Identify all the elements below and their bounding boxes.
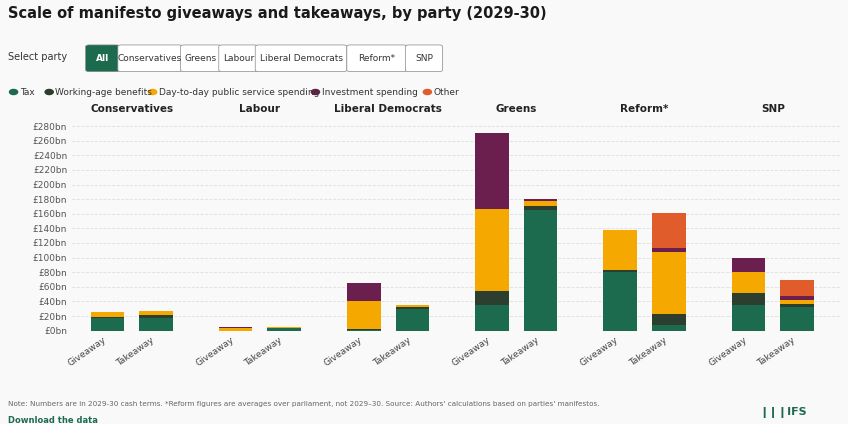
Bar xyxy=(91,318,125,331)
Bar xyxy=(91,312,125,317)
Text: Reform*: Reform* xyxy=(621,104,669,114)
Bar xyxy=(732,258,765,271)
Bar xyxy=(347,330,381,331)
Bar xyxy=(219,327,253,328)
Text: Tax: Tax xyxy=(20,87,35,97)
Text: Conservatives: Conservatives xyxy=(90,104,173,114)
Bar xyxy=(524,206,557,210)
Bar xyxy=(139,315,173,318)
Bar xyxy=(732,271,765,293)
Bar xyxy=(267,328,301,331)
Text: Conservatives: Conservatives xyxy=(118,54,182,63)
Bar xyxy=(604,272,637,331)
Bar xyxy=(396,307,429,309)
Bar xyxy=(652,314,686,325)
Text: Download the data: Download the data xyxy=(8,416,98,424)
Bar xyxy=(604,230,637,270)
Text: Note: Numbers are in 2029-30 cash terms. *Reform figures are averages over parli: Note: Numbers are in 2029-30 cash terms.… xyxy=(8,401,600,407)
Bar xyxy=(652,248,686,252)
Bar xyxy=(780,307,814,331)
Bar xyxy=(139,311,173,315)
Text: Labour: Labour xyxy=(239,104,281,114)
Bar xyxy=(780,304,814,307)
Text: Select party: Select party xyxy=(8,52,68,62)
Text: Investment spending: Investment spending xyxy=(321,87,417,97)
Bar xyxy=(732,293,765,305)
Text: Labour: Labour xyxy=(223,54,254,63)
Text: Greens: Greens xyxy=(185,54,217,63)
Bar xyxy=(524,199,557,201)
Bar xyxy=(475,209,509,290)
Bar xyxy=(780,296,814,300)
Text: SNP: SNP xyxy=(761,104,784,114)
Bar xyxy=(347,301,381,329)
Bar xyxy=(219,328,253,331)
Bar xyxy=(267,327,301,328)
Bar xyxy=(396,305,429,307)
Bar xyxy=(780,300,814,304)
Bar xyxy=(652,252,686,314)
Text: Liberal Democrats: Liberal Democrats xyxy=(334,104,442,114)
Text: Reform*: Reform* xyxy=(359,54,395,63)
Bar xyxy=(604,270,637,272)
Bar xyxy=(475,290,509,305)
Text: Scale of manifesto giveaways and takeaways, by party (2029-30): Scale of manifesto giveaways and takeawa… xyxy=(8,6,547,21)
Text: Working-age benefits: Working-age benefits xyxy=(55,87,152,97)
Bar xyxy=(524,201,557,206)
Bar xyxy=(347,283,381,301)
Bar xyxy=(652,213,686,248)
Bar xyxy=(652,325,686,331)
Text: Liberal Democrats: Liberal Democrats xyxy=(259,54,343,63)
Bar xyxy=(524,210,557,331)
Bar xyxy=(475,305,509,331)
Bar xyxy=(780,280,814,296)
Bar xyxy=(91,317,125,318)
Text: Other: Other xyxy=(433,87,460,97)
Text: ❙❙❙IFS: ❙❙❙IFS xyxy=(759,407,806,418)
Bar xyxy=(347,329,381,330)
Bar xyxy=(475,133,509,209)
Bar xyxy=(139,318,173,331)
Text: SNP: SNP xyxy=(415,54,433,63)
Text: All: All xyxy=(96,54,109,63)
Bar xyxy=(732,305,765,331)
Text: Day-to-day public service spending: Day-to-day public service spending xyxy=(159,87,319,97)
Text: Greens: Greens xyxy=(496,104,537,114)
Bar xyxy=(396,309,429,331)
